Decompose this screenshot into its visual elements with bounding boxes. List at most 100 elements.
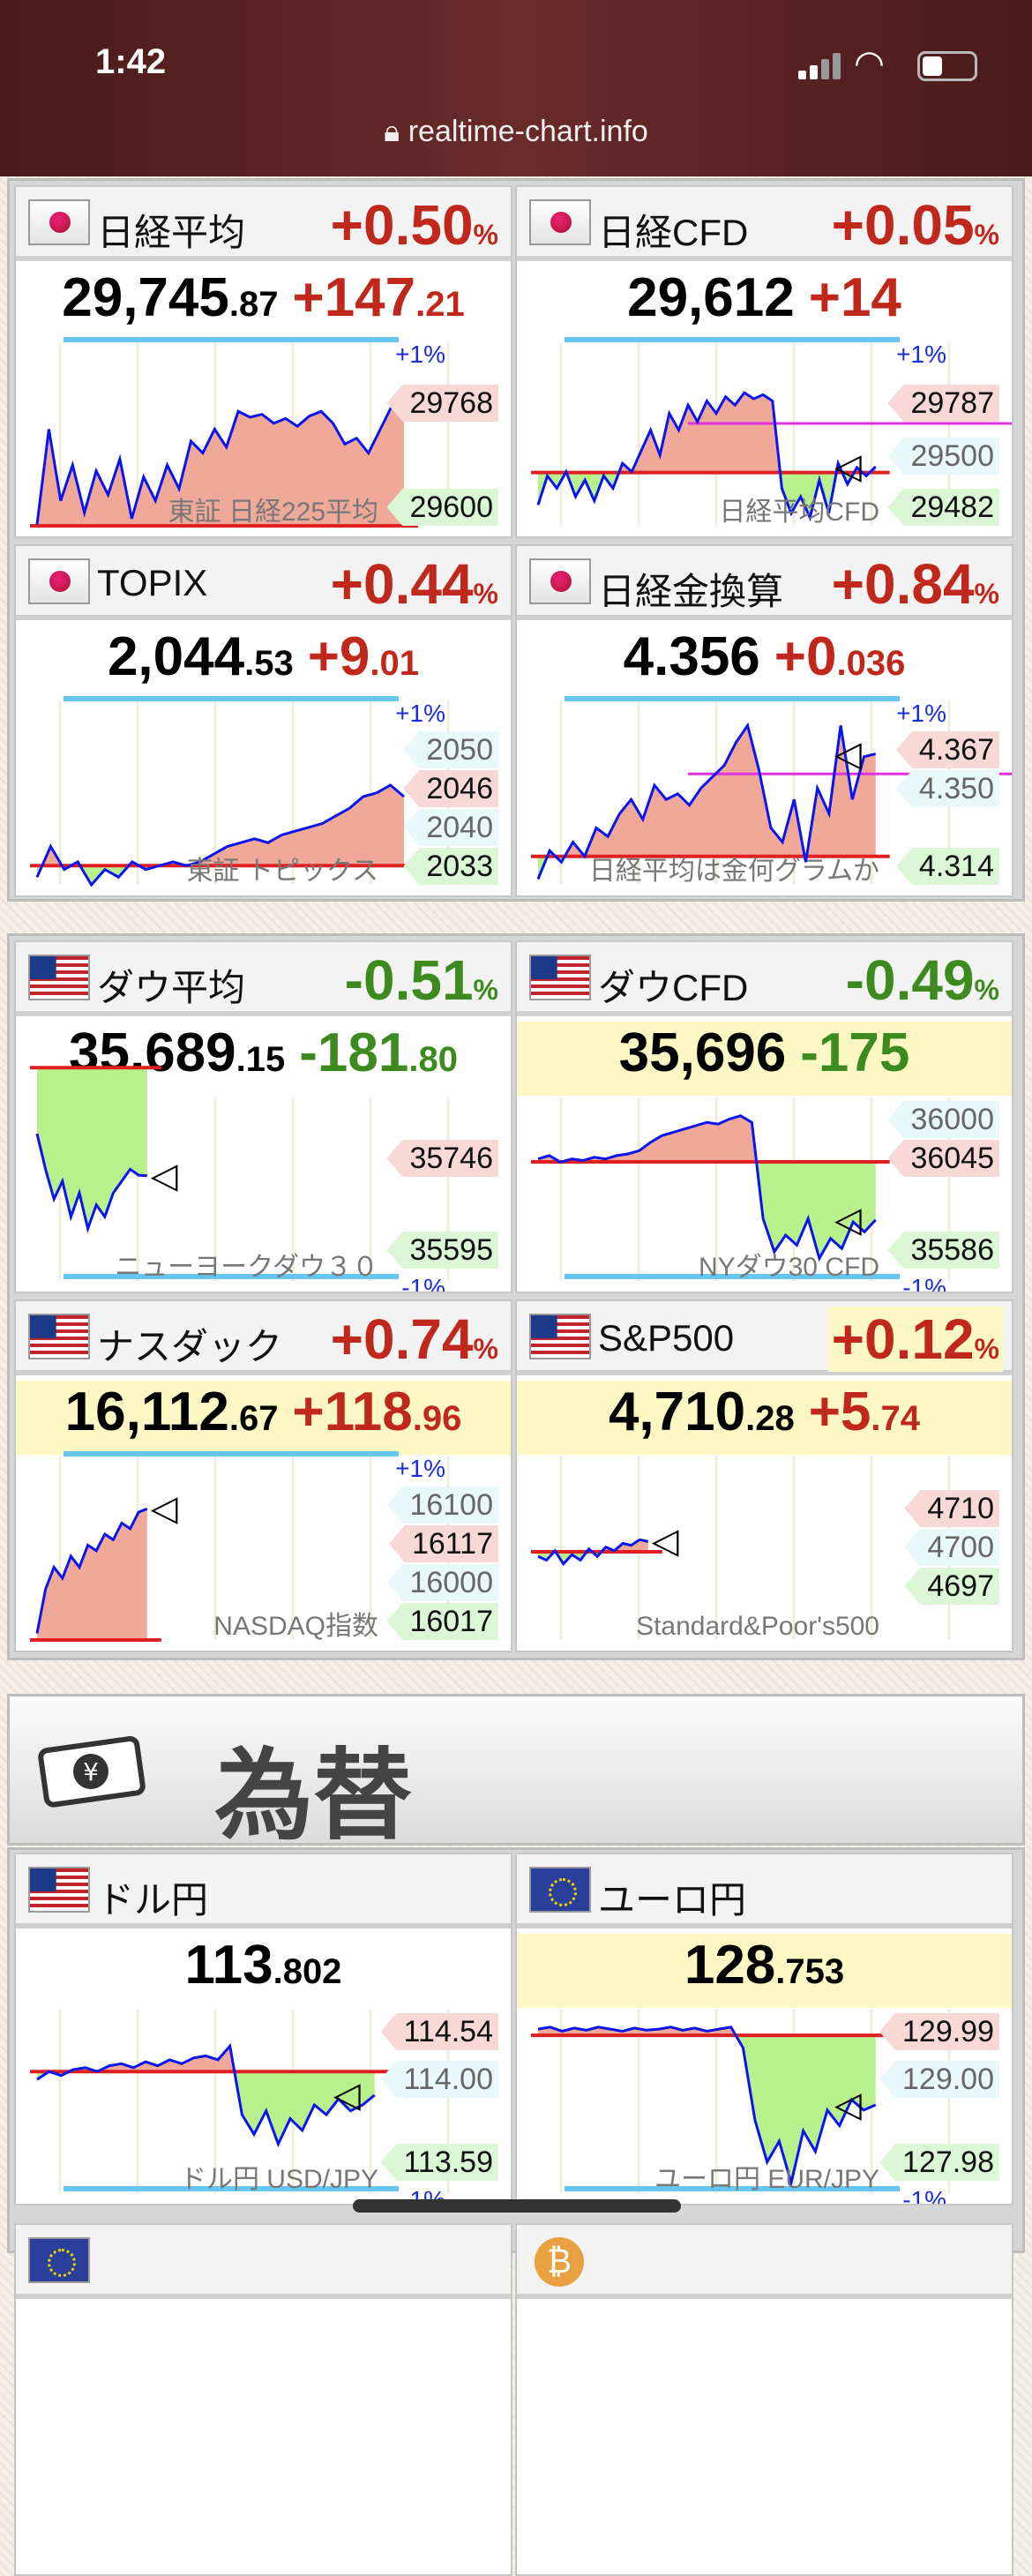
- market-card-sp500[interactable]: S&P500 +0.12% 4,710.28 +5.74 4710 4700 4697 Sta…: [515, 1299, 1013, 1652]
- percent-marker: -1%: [401, 1274, 445, 1293]
- chart-panel[interactable]: 128.753 -1% 129.99 129.00 127.98 ユーロ円 EUR/JPY…: [517, 1928, 1012, 2204]
- price-row: 2,044.53 +9.01: [16, 625, 511, 700]
- market-card-nikkei-cfd[interactable]: 日経CFD +0.05% 29,612 +14 +1% 29787 29500 29482 日経…: [515, 185, 1013, 538]
- change-integer: -175: [800, 1022, 910, 1083]
- price-decimal: .802: [273, 1952, 342, 1991]
- high-label: 2046: [403, 770, 498, 807]
- low-label: 16017: [386, 1603, 498, 1640]
- chart-panel[interactable]: 35,696 -175 -1% 36000 36045 35586 NYダウ30 CFD ◁: [517, 1016, 1012, 1293]
- percent-range-line: [64, 1274, 399, 1279]
- card-header: [517, 2225, 1012, 2299]
- change-percent-value: +0.12: [831, 1307, 975, 1371]
- market-card-dow-cfd[interactable]: ダウCFD -0.49% 35,696 -175 -1% 36000 36045 35586 N…: [515, 940, 1013, 1293]
- chart-panel[interactable]: 29,612 +14 +1% 29787 29500 29482 日経平均CFD ◁: [517, 261, 1012, 536]
- price-decimal: .87: [228, 285, 279, 324]
- flag-us-icon: [28, 1867, 90, 1913]
- price-decimal: .67: [228, 1399, 279, 1438]
- card-header: ダウCFD -0.49%: [517, 942, 1012, 1016]
- chart-watermark: NASDAQ指数: [213, 1612, 378, 1641]
- percent-range-line: [64, 337, 399, 342]
- flag-btc-icon: [529, 2237, 591, 2287]
- market-card-nikkei[interactable]: 日経平均 +0.50% 29,745.87 +147.21 +1% 29768 29600 東…: [14, 185, 512, 538]
- percent-marker: +1%: [896, 341, 946, 368]
- chart-panel[interactable]: 4.356 +0.036 +1% 4.367 4.350 4.314 日経平均は金何グラムか…: [517, 620, 1012, 895]
- price-decimal: .53: [244, 644, 294, 683]
- price-row: 113.802: [16, 1934, 511, 2008]
- low-label: 35595: [386, 1232, 498, 1269]
- price-decimal: .753: [775, 1952, 845, 1991]
- level-label: 4.350: [895, 770, 999, 807]
- area-below-baseline: [37, 2071, 375, 2145]
- card-header: 日経金換算 +0.84%: [517, 546, 1012, 620]
- price-integer: 128: [684, 1935, 776, 1996]
- percent-range-line: [565, 337, 900, 342]
- market-card-partial[interactable]: [14, 2223, 512, 2576]
- price-line: [35, 1133, 147, 1233]
- percent-unit: %: [473, 219, 498, 251]
- chart-panel[interactable]: 29,745.87 +147.21 +1% 29768 29600 東証 日経225平均: [16, 261, 511, 536]
- percent-unit: %: [473, 1333, 498, 1365]
- price-line: [536, 722, 877, 880]
- high-label: 35746: [386, 1140, 498, 1177]
- card-header: [16, 2225, 511, 2299]
- price-decimal: .15: [236, 1040, 286, 1079]
- current-price-pointer-icon: ◁: [834, 447, 862, 487]
- price-decimal: .28: [745, 1399, 795, 1438]
- card-header: TOPIX +0.44%: [16, 546, 511, 620]
- chart-panel[interactable]: 4,710.28 +5.74 4710 4700 4697 Standard&Poor's…: [517, 1375, 1012, 1651]
- market-card-topix[interactable]: TOPIX +0.44% 2,044.53 +9.01 +1% 2050 2046 2040 2…: [14, 544, 512, 897]
- current-price-pointer-icon: ◁: [150, 1489, 178, 1529]
- chart-watermark: 日経平均は金何グラムか: [588, 857, 879, 886]
- status-bar: 1:42 ◠ 🔒︎ realtime-chart.info: [0, 0, 1032, 176]
- level-label: 2050: [403, 731, 498, 768]
- card-title: ドル円: [97, 1879, 209, 1921]
- price-line: [35, 1507, 148, 1634]
- price-row: 4,710.28 +5.74: [517, 1381, 1012, 1455]
- high-label: 16117: [388, 1525, 498, 1562]
- price-chart: [30, 2010, 450, 2193]
- market-card-partial[interactable]: [515, 2223, 1013, 2576]
- level-label: 16100: [386, 1486, 498, 1524]
- address-bar[interactable]: 🔒︎ realtime-chart.info: [0, 115, 1032, 149]
- percent-unit: %: [974, 578, 999, 610]
- chart-panel[interactable]: 16,112.67 +118.96 +1% 16100 16117 16000 16017 N…: [16, 1375, 511, 1651]
- current-price-pointer-icon: ◁: [834, 1200, 862, 1239]
- level-label: 36000: [887, 1101, 999, 1138]
- level-label: 29500: [887, 438, 999, 475]
- market-card-eurjpy[interactable]: ユーロ円 128.753 -1% 129.99 129.00 127.98 ユーロ円 EUR…: [515, 1853, 1013, 2205]
- flag-us-icon: [28, 955, 90, 1000]
- battery-icon: [917, 51, 977, 81]
- card-header: 日経CFD +0.05%: [517, 187, 1012, 261]
- market-card-usdjpy[interactable]: ドル円 113.802 -1% 114.54 114.00 113.59 ドル円 USD/J…: [14, 1853, 512, 2205]
- high-label: 4710: [904, 1490, 999, 1527]
- flag-jp-icon: [529, 558, 591, 604]
- market-card-nikkei-gold[interactable]: 日経金換算 +0.84% 4.356 +0.036 +1% 4.367 4.350 4.314…: [515, 544, 1013, 897]
- price-row: 29,612 +14: [517, 266, 1012, 341]
- price-integer: 113: [184, 1935, 273, 1996]
- level-label: 129.00: [879, 2061, 999, 2098]
- market-card-dow[interactable]: ダウ平均 -0.51% 35,689.15 -181.80 -1% 35746 35595 ニ…: [14, 940, 512, 1293]
- percent-range-line: [64, 696, 399, 701]
- price-line: [36, 2042, 376, 2148]
- price-line: [35, 783, 405, 887]
- card-title: 日経金換算: [598, 571, 784, 612]
- chart-panel[interactable]: 2,044.53 +9.01 +1% 2050 2046 2040 2033 東証 トピックス: [16, 620, 511, 895]
- change-percent-value: +0.50: [330, 193, 474, 257]
- percent-range-line: [565, 1274, 900, 1279]
- url-text: realtime-chart.info: [408, 115, 648, 148]
- area-above-baseline: [37, 2046, 375, 2072]
- price-row: 35,696 -175: [517, 1022, 1012, 1096]
- change-percent-value: +0.84: [831, 552, 975, 616]
- change-percent-value: -0.51: [344, 948, 474, 1012]
- home-indicator[interactable]: [353, 2199, 681, 2213]
- chart-panel[interactable]: 113.802 -1% 114.54 114.00 113.59 ドル円 USD/JPY ◁: [16, 1928, 511, 2204]
- chart-watermark: ニューヨークダウ３０: [115, 1253, 378, 1282]
- clock: 1:42: [95, 42, 167, 81]
- chart-panel[interactable]: 35,689.15 -181.80 -1% 35746 35595 ニューヨークダウ３０ ◁: [16, 1016, 511, 1293]
- card-title: S&P500: [598, 1317, 735, 1359]
- price-line: [35, 403, 405, 525]
- percent-marker: -1%: [902, 1274, 946, 1293]
- card-title: ダウCFD: [598, 967, 749, 1008]
- price-row: 29,745.87 +147.21: [16, 266, 511, 341]
- market-card-nasdaq[interactable]: ナスダック +0.74% 16,112.67 +118.96 +1% 16100 16117…: [14, 1299, 512, 1652]
